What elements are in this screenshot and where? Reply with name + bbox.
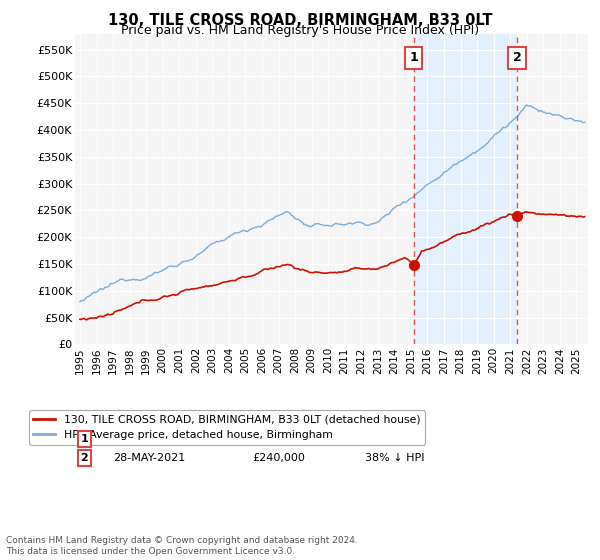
Text: £240,000: £240,000 [252, 453, 305, 463]
Text: Contains HM Land Registry data © Crown copyright and database right 2024.
This d: Contains HM Land Registry data © Crown c… [6, 536, 358, 556]
Text: 130, TILE CROSS ROAD, BIRMINGHAM, B33 0LT: 130, TILE CROSS ROAD, BIRMINGHAM, B33 0L… [108, 13, 492, 28]
Text: 38% ↓ HPI: 38% ↓ HPI [365, 453, 424, 463]
Text: 1: 1 [80, 434, 88, 444]
Bar [414, 34, 517, 344]
Text: 1: 1 [409, 51, 418, 64]
Text: 28-MAY-2021: 28-MAY-2021 [113, 453, 186, 463]
Text: £148,000: £148,000 [252, 434, 305, 444]
Text: 06-MAR-2015: 06-MAR-2015 [113, 434, 188, 444]
Legend: 130, TILE CROSS ROAD, BIRMINGHAM, B33 0LT (detached house), HPI: Average price, : 130, TILE CROSS ROAD, BIRMINGHAM, B33 0L… [29, 410, 425, 445]
Text: Price paid vs. HM Land Registry's House Price Index (HPI): Price paid vs. HM Land Registry's House … [121, 24, 479, 37]
Text: 2: 2 [80, 453, 88, 463]
Text: 2: 2 [512, 51, 521, 64]
Text: 45% ↓ HPI: 45% ↓ HPI [365, 434, 424, 444]
